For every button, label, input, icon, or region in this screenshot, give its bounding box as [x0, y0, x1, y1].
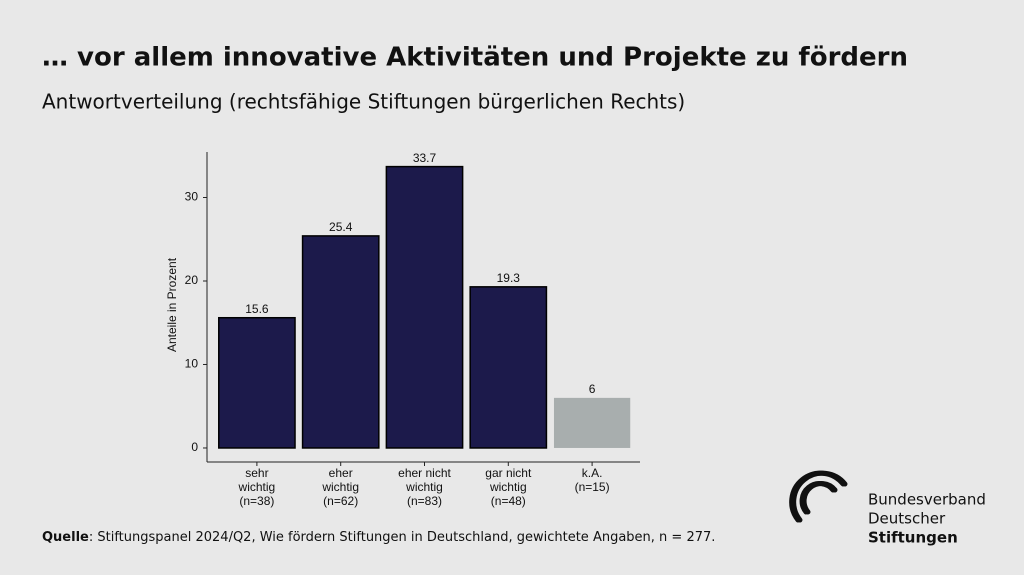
- source: Quelle: Stiftungspanel 2024/Q2, Wie förd…: [42, 530, 715, 545]
- x-tick-label: (n=83): [407, 494, 442, 508]
- bar: [218, 316, 296, 449]
- x-tick-label: (n=48): [491, 494, 526, 508]
- x-tick-label: gar nicht: [485, 466, 532, 480]
- x-tick-label: wichtig: [238, 480, 276, 494]
- y-tick-label: 20: [185, 273, 199, 287]
- bar: [553, 397, 631, 448]
- value-label: 33.7: [413, 151, 437, 165]
- bar: [469, 286, 548, 449]
- source-text: : Stiftungspanel 2024/Q2, Wie fördern St…: [89, 530, 716, 545]
- y-tick-label: 30: [185, 190, 199, 204]
- logo-icon: [789, 470, 848, 523]
- bar: [301, 235, 380, 449]
- value-label: 15.6: [245, 302, 269, 316]
- x-tick-label: wichtig: [321, 480, 359, 494]
- x-tick-label: (n=38): [239, 494, 274, 508]
- value-label: 6: [589, 382, 596, 396]
- chart-subtitle: Antwortverteilung (rechtsfähige Stiftung…: [42, 90, 685, 114]
- bar: [385, 165, 464, 449]
- logo-text: Deutscher: [868, 510, 946, 528]
- x-tick-label: eher nicht: [398, 466, 451, 480]
- x-tick-label: wichtig: [489, 480, 527, 494]
- x-tick-label: k.A.: [582, 466, 603, 480]
- y-axis-label: Anteile in Prozent: [165, 257, 179, 352]
- value-label: 19.3: [497, 271, 521, 285]
- y-tick-label: 10: [185, 357, 199, 371]
- x-tick-label: eher: [329, 466, 353, 480]
- y-tick-label: 0: [191, 440, 198, 454]
- value-label: 25.4: [329, 220, 353, 234]
- logo-text: Bundesverband: [868, 491, 986, 509]
- chart-title: … vor allem innovative Aktivitäten und P…: [42, 43, 908, 73]
- source-label: Quelle: [42, 530, 89, 545]
- x-tick-label: wichtig: [405, 480, 443, 494]
- logo-text: Stiftungen: [868, 529, 958, 547]
- x-tick-label: (n=15): [575, 480, 610, 494]
- x-tick-label: sehr: [245, 466, 268, 480]
- x-tick-label: (n=62): [323, 494, 358, 508]
